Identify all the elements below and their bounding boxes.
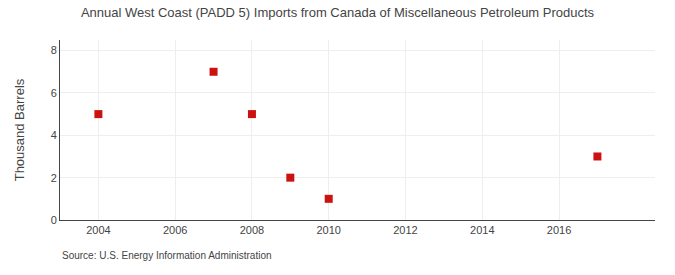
svg-text:4: 4 (51, 129, 57, 141)
svg-text:2012: 2012 (393, 224, 417, 236)
svg-text:2008: 2008 (240, 224, 264, 236)
svg-text:2: 2 (51, 172, 57, 184)
svg-text:2004: 2004 (86, 224, 110, 236)
svg-text:6: 6 (51, 87, 57, 99)
svg-text:8: 8 (51, 44, 57, 56)
svg-text:2014: 2014 (470, 224, 494, 236)
svg-text:0: 0 (51, 214, 57, 226)
svg-text:Source: U.S. Energy Informatio: Source: U.S. Energy Information Administ… (62, 250, 272, 261)
svg-text:2016: 2016 (547, 224, 571, 236)
svg-text:Thousand Barrels: Thousand Barrels (12, 78, 27, 181)
svg-text:2010: 2010 (316, 224, 340, 236)
svg-text:Annual West Coast (PADD 5) Imp: Annual West Coast (PADD 5) Imports from … (81, 5, 595, 20)
svg-text:2006: 2006 (163, 224, 187, 236)
